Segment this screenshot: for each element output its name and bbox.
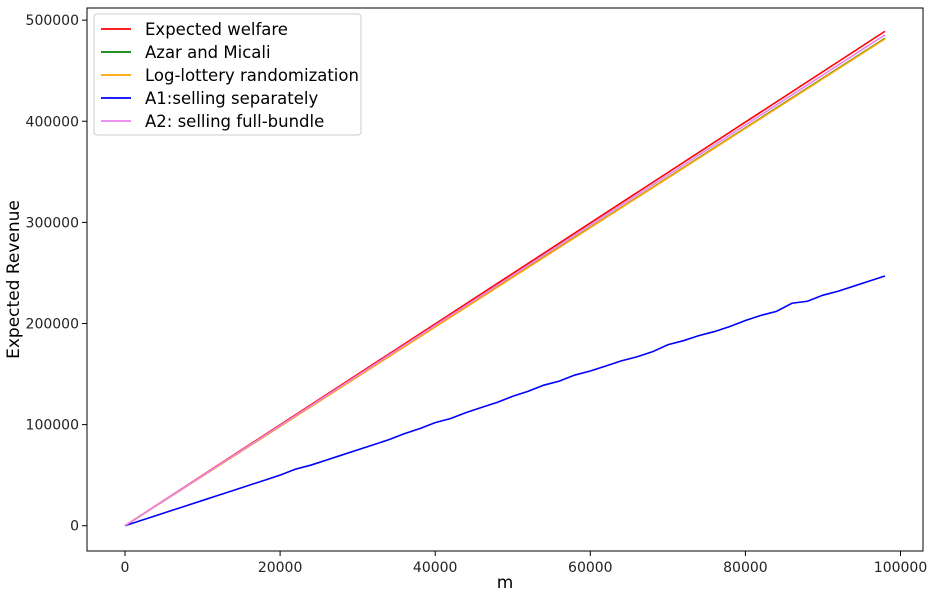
legend-entry: A1:selling separately bbox=[145, 89, 318, 108]
y-tick-label: 200000 bbox=[26, 316, 79, 332]
x-axis: 0 20000 40000 60000 80000 100000 bbox=[121, 551, 927, 576]
y-axis-label: Expected Revenue bbox=[4, 200, 24, 359]
x-tick-label: 60000 bbox=[568, 560, 613, 576]
series-layer bbox=[124, 30, 886, 527]
x-tick-label: 0 bbox=[121, 560, 130, 576]
series-line-4 bbox=[124, 34, 886, 527]
y-tick-label: 0 bbox=[70, 519, 79, 535]
x-tick-label: 20000 bbox=[258, 560, 303, 576]
x-tick-label: 40000 bbox=[413, 560, 458, 576]
y-tick-label: 400000 bbox=[26, 114, 79, 130]
y-tick-label: 300000 bbox=[26, 215, 79, 231]
legend-entry: A2: selling full-bundle bbox=[145, 112, 324, 131]
x-tick-label: 100000 bbox=[874, 560, 927, 576]
legend: Expected welfare Azar and Micali Log-lotte… bbox=[93, 13, 362, 136]
y-tick-label: 100000 bbox=[26, 418, 79, 434]
plot-frame bbox=[86, 7, 924, 552]
legend-entry: Log-lottery randomization bbox=[145, 66, 359, 85]
legend-entry: Expected welfare bbox=[145, 20, 288, 39]
x-tick-label: 80000 bbox=[723, 560, 768, 576]
legend-entry: Azar and Micali bbox=[145, 43, 271, 62]
y-axis: 0 100000 200000 300000 400000 500000 bbox=[26, 13, 87, 535]
series-line-3 bbox=[124, 275, 886, 527]
y-tick-label: 500000 bbox=[26, 13, 79, 29]
legend-box bbox=[93, 13, 362, 136]
x-axis-label: m bbox=[497, 573, 514, 593]
